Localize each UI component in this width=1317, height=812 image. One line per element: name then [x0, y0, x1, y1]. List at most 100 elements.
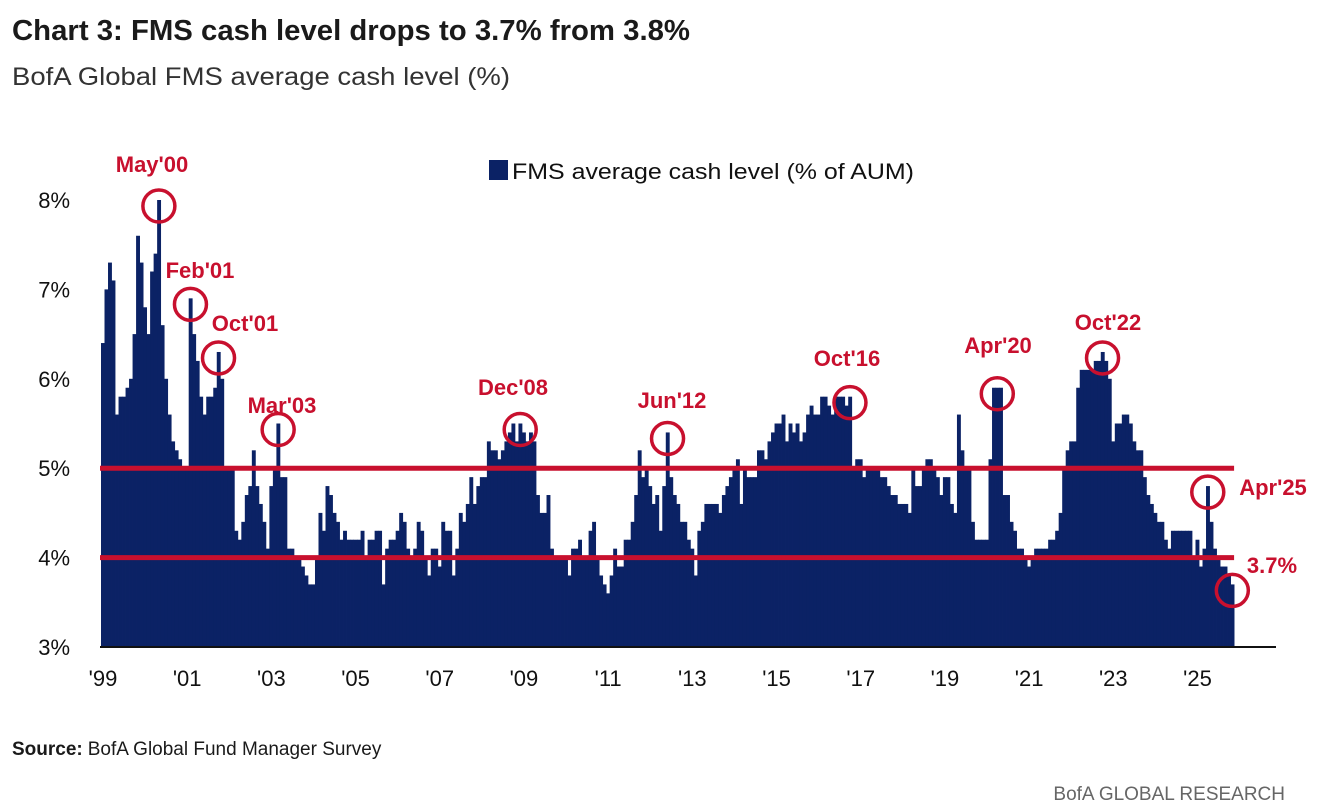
bar — [774, 423, 779, 647]
bar — [564, 557, 568, 647]
annotation-circle — [502, 411, 538, 448]
bar — [746, 477, 751, 647]
source-note: Source: BofA Global Fund Manager Survey — [12, 739, 382, 760]
annotation-label: Oct'22 — [1075, 310, 1141, 335]
bar — [858, 459, 863, 647]
bar — [1206, 486, 1210, 647]
legend-swatch — [489, 160, 508, 180]
annotation-circle — [200, 340, 237, 376]
bar — [981, 539, 986, 647]
bar — [823, 396, 828, 647]
bar — [248, 486, 253, 647]
bar — [448, 530, 453, 647]
bar — [1114, 423, 1119, 647]
bar — [627, 539, 632, 647]
bar — [1107, 378, 1112, 647]
bar — [318, 512, 323, 647]
bar — [188, 298, 193, 647]
annotation-label: Oct'01 — [212, 311, 278, 336]
bar — [985, 539, 989, 647]
bar — [111, 280, 116, 647]
bar — [434, 548, 439, 647]
bar — [802, 432, 807, 647]
bar — [462, 521, 467, 647]
bar — [360, 530, 365, 647]
bar — [567, 575, 572, 647]
bar — [795, 423, 800, 647]
bar — [378, 530, 383, 647]
bar — [855, 459, 860, 647]
bar — [237, 539, 242, 647]
bar — [592, 521, 597, 647]
bar — [518, 423, 523, 647]
bar — [623, 539, 628, 647]
bar — [749, 477, 754, 647]
bar — [332, 512, 337, 647]
bar — [385, 548, 390, 647]
bar — [1100, 351, 1105, 647]
bar — [956, 414, 961, 647]
bar — [195, 360, 200, 647]
x-tick-label: '13 — [678, 666, 707, 691]
bar — [613, 548, 618, 647]
bar — [725, 486, 730, 647]
bar — [550, 548, 554, 647]
bar — [767, 441, 772, 647]
bar — [157, 200, 162, 647]
bar — [420, 530, 425, 647]
bar — [297, 557, 302, 647]
bar — [304, 575, 309, 647]
bar — [395, 530, 400, 647]
bar — [118, 396, 123, 647]
bar — [942, 477, 947, 647]
bar — [430, 548, 435, 647]
bar — [970, 521, 975, 647]
bar — [1104, 360, 1109, 647]
bar — [300, 566, 305, 647]
bar — [844, 405, 849, 647]
bar — [115, 414, 119, 647]
annotation-circle — [1214, 572, 1251, 609]
bar — [329, 495, 333, 647]
bar — [606, 593, 611, 647]
annotation-label: Jun'12 — [638, 388, 707, 413]
bar — [199, 396, 204, 647]
bar — [978, 539, 982, 647]
bar — [483, 477, 488, 647]
bar — [669, 477, 674, 647]
x-tick-label: '05 — [341, 666, 370, 691]
bar — [897, 503, 902, 647]
bar — [992, 387, 996, 647]
bar — [465, 503, 470, 647]
bar — [651, 503, 656, 647]
bar — [437, 566, 442, 647]
bar — [690, 548, 695, 647]
bar — [493, 450, 498, 647]
bar — [325, 486, 330, 647]
bar — [879, 477, 884, 647]
bar — [841, 396, 846, 647]
bar — [500, 450, 505, 647]
legend: FMS average cash level (% of AUM) — [489, 159, 914, 184]
bar — [1034, 548, 1039, 647]
annotation-circle — [172, 286, 209, 323]
bar — [174, 450, 179, 647]
bar — [143, 307, 148, 647]
bar — [1065, 450, 1070, 647]
x-tick-label: '03 — [257, 666, 286, 691]
bar — [721, 495, 726, 647]
bar — [1069, 441, 1074, 647]
bar — [469, 477, 474, 647]
source-label: Source: — [12, 739, 83, 760]
bar — [532, 441, 537, 647]
bar — [108, 262, 112, 647]
bar — [293, 557, 298, 647]
bar — [1072, 441, 1077, 647]
bar — [311, 584, 316, 647]
bar — [1199, 566, 1203, 647]
bar — [1202, 548, 1207, 647]
bar — [1121, 414, 1126, 647]
annotation-label: Mar'03 — [248, 393, 317, 418]
annotation-circle — [1084, 340, 1121, 376]
